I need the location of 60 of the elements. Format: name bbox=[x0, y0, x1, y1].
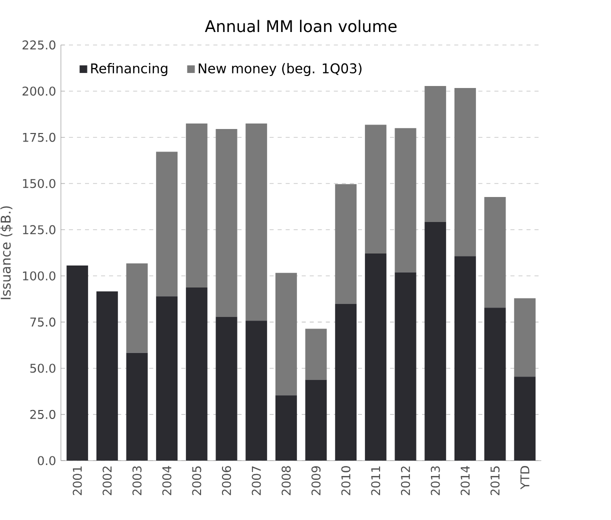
bar bbox=[186, 288, 208, 461]
x-tick-label: 2015 bbox=[490, 466, 500, 496]
chart-title: Annual MM loan volume bbox=[204, 20, 397, 32]
bar bbox=[275, 273, 297, 396]
bar bbox=[246, 320, 268, 461]
bar bbox=[424, 86, 446, 222]
x-tick-label: 2014 bbox=[460, 466, 470, 496]
x-tick-label: 2007 bbox=[252, 466, 261, 496]
x-tick-label: 2012 bbox=[400, 466, 410, 496]
bar bbox=[394, 128, 416, 273]
bar bbox=[246, 124, 268, 321]
y-tick-label: 150.0 bbox=[23, 179, 56, 188]
bar bbox=[66, 266, 88, 461]
x-tick-label: 2006 bbox=[222, 466, 232, 496]
bar bbox=[156, 152, 178, 296]
bar bbox=[364, 124, 386, 254]
bar bbox=[216, 316, 238, 461]
bar bbox=[335, 184, 357, 304]
y-tick-label: 50.0 bbox=[30, 364, 56, 373]
x-tick-label: 2004 bbox=[162, 466, 172, 496]
bar bbox=[216, 129, 238, 317]
x-tick-label: YTD bbox=[520, 466, 530, 490]
bar bbox=[424, 222, 446, 461]
y-tick-label: 0.0 bbox=[38, 456, 56, 466]
bar bbox=[305, 380, 327, 461]
bar bbox=[186, 124, 208, 288]
bar bbox=[484, 308, 506, 461]
bar bbox=[514, 376, 536, 461]
y-tick-label: 200.0 bbox=[22, 86, 56, 96]
bar bbox=[335, 304, 357, 461]
bar bbox=[364, 254, 386, 461]
x-tick-label: 2002 bbox=[102, 466, 112, 496]
x-tick-label: 2008 bbox=[282, 466, 291, 496]
x-tick-label: 2001 bbox=[72, 466, 82, 496]
y-tick-label: 175.0 bbox=[23, 132, 56, 142]
y-tick-label: 100.0 bbox=[23, 272, 56, 281]
bar bbox=[454, 256, 476, 461]
x-tick-label: 2013 bbox=[430, 466, 440, 496]
legend-label: Refinancing bbox=[91, 63, 168, 76]
x-tick-label: 2003 bbox=[132, 466, 142, 496]
bar bbox=[514, 298, 536, 377]
x-tick-label: 2009 bbox=[311, 466, 321, 496]
legend-label: New money (beg. 1Q03) bbox=[198, 63, 362, 76]
bar bbox=[454, 88, 476, 256]
bar bbox=[156, 296, 178, 461]
y-tick-label: 75.0 bbox=[30, 318, 56, 327]
bar bbox=[305, 328, 327, 380]
x-tick-label: 2011 bbox=[371, 466, 380, 496]
x-tick-label: 2005 bbox=[192, 466, 202, 496]
x-tick-label: 2010 bbox=[341, 466, 350, 496]
bar bbox=[126, 353, 148, 461]
bar bbox=[394, 272, 416, 461]
bar bbox=[484, 197, 506, 308]
y-tick-label: 225.0 bbox=[22, 40, 56, 50]
bar bbox=[275, 395, 297, 461]
y-tick-label: 125.0 bbox=[23, 225, 56, 234]
y-tick-label: 25.0 bbox=[30, 410, 56, 420]
bar bbox=[96, 292, 118, 461]
bar bbox=[126, 264, 148, 354]
y-axis-title: Issuance ($B.) bbox=[0, 206, 13, 300]
